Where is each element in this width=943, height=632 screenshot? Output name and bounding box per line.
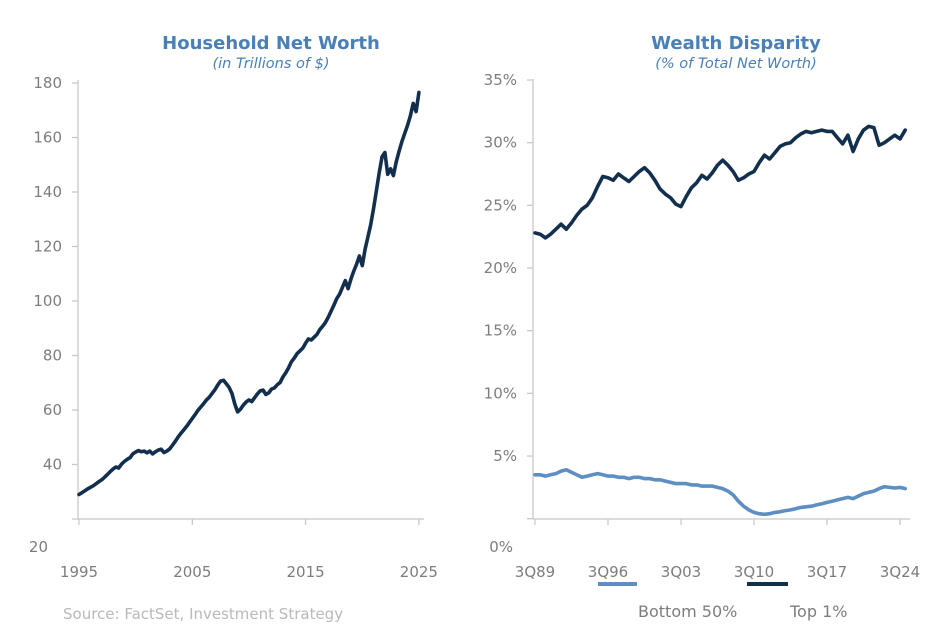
legend-label-top-1: Top 1% bbox=[790, 602, 848, 621]
source-note: Source: FactSet, Investment Strategy bbox=[63, 605, 344, 623]
x-tick-label: 1995 bbox=[60, 563, 98, 581]
y-tick-label: 60 bbox=[43, 401, 62, 419]
x-tick-label: 2025 bbox=[400, 563, 438, 581]
series-line-household-net-worth bbox=[77, 90, 421, 497]
y-tick-label: 35% bbox=[484, 71, 517, 89]
y-tick-label: 180 bbox=[33, 74, 62, 92]
y-tick-label: 40 bbox=[43, 456, 62, 474]
y-tick-label: 20 bbox=[29, 538, 48, 556]
y-tick-label: 80 bbox=[43, 347, 62, 365]
y-tick-label: 140 bbox=[33, 183, 62, 201]
series-line-top-1- bbox=[533, 124, 908, 240]
x-tick-label: 2015 bbox=[287, 563, 325, 581]
x-tick-label: 2005 bbox=[173, 563, 211, 581]
left-chart-subtitle: (in Trillions of $) bbox=[212, 56, 330, 72]
y-tick-label: 0% bbox=[489, 538, 513, 556]
y-tick-label: 15% bbox=[484, 322, 517, 340]
legend-swatch-bottom-50 bbox=[598, 582, 637, 586]
left-chart-title: Household Net Worth bbox=[162, 33, 380, 54]
x-tick-label: 3Q03 bbox=[661, 563, 701, 581]
y-tick-label: 5% bbox=[493, 447, 517, 465]
y-tick-label: 25% bbox=[484, 196, 517, 214]
x-tick-label: 3Q17 bbox=[807, 563, 847, 581]
y-tick-label: 20% bbox=[484, 259, 517, 277]
y-tick-label: 120 bbox=[33, 238, 62, 256]
x-tick-label: 3Q24 bbox=[880, 563, 920, 581]
y-tick-label: 160 bbox=[33, 129, 62, 147]
right-chart-subtitle: (% of Total Net Worth) bbox=[655, 56, 817, 72]
x-tick-label: 3Q89 bbox=[515, 563, 555, 581]
series-line-bottom-50- bbox=[533, 467, 908, 517]
legend-swatch-top-1 bbox=[747, 582, 788, 586]
x-tick-label: 3Q10 bbox=[734, 563, 774, 581]
legend-label-bottom-50: Bottom 50% bbox=[638, 602, 738, 621]
y-tick-label: 10% bbox=[484, 384, 517, 402]
x-tick-label: 3Q96 bbox=[588, 563, 628, 581]
right-chart-title: Wealth Disparity bbox=[651, 33, 821, 54]
y-tick-label: 100 bbox=[33, 292, 62, 310]
y-tick-label: 30% bbox=[484, 134, 517, 152]
